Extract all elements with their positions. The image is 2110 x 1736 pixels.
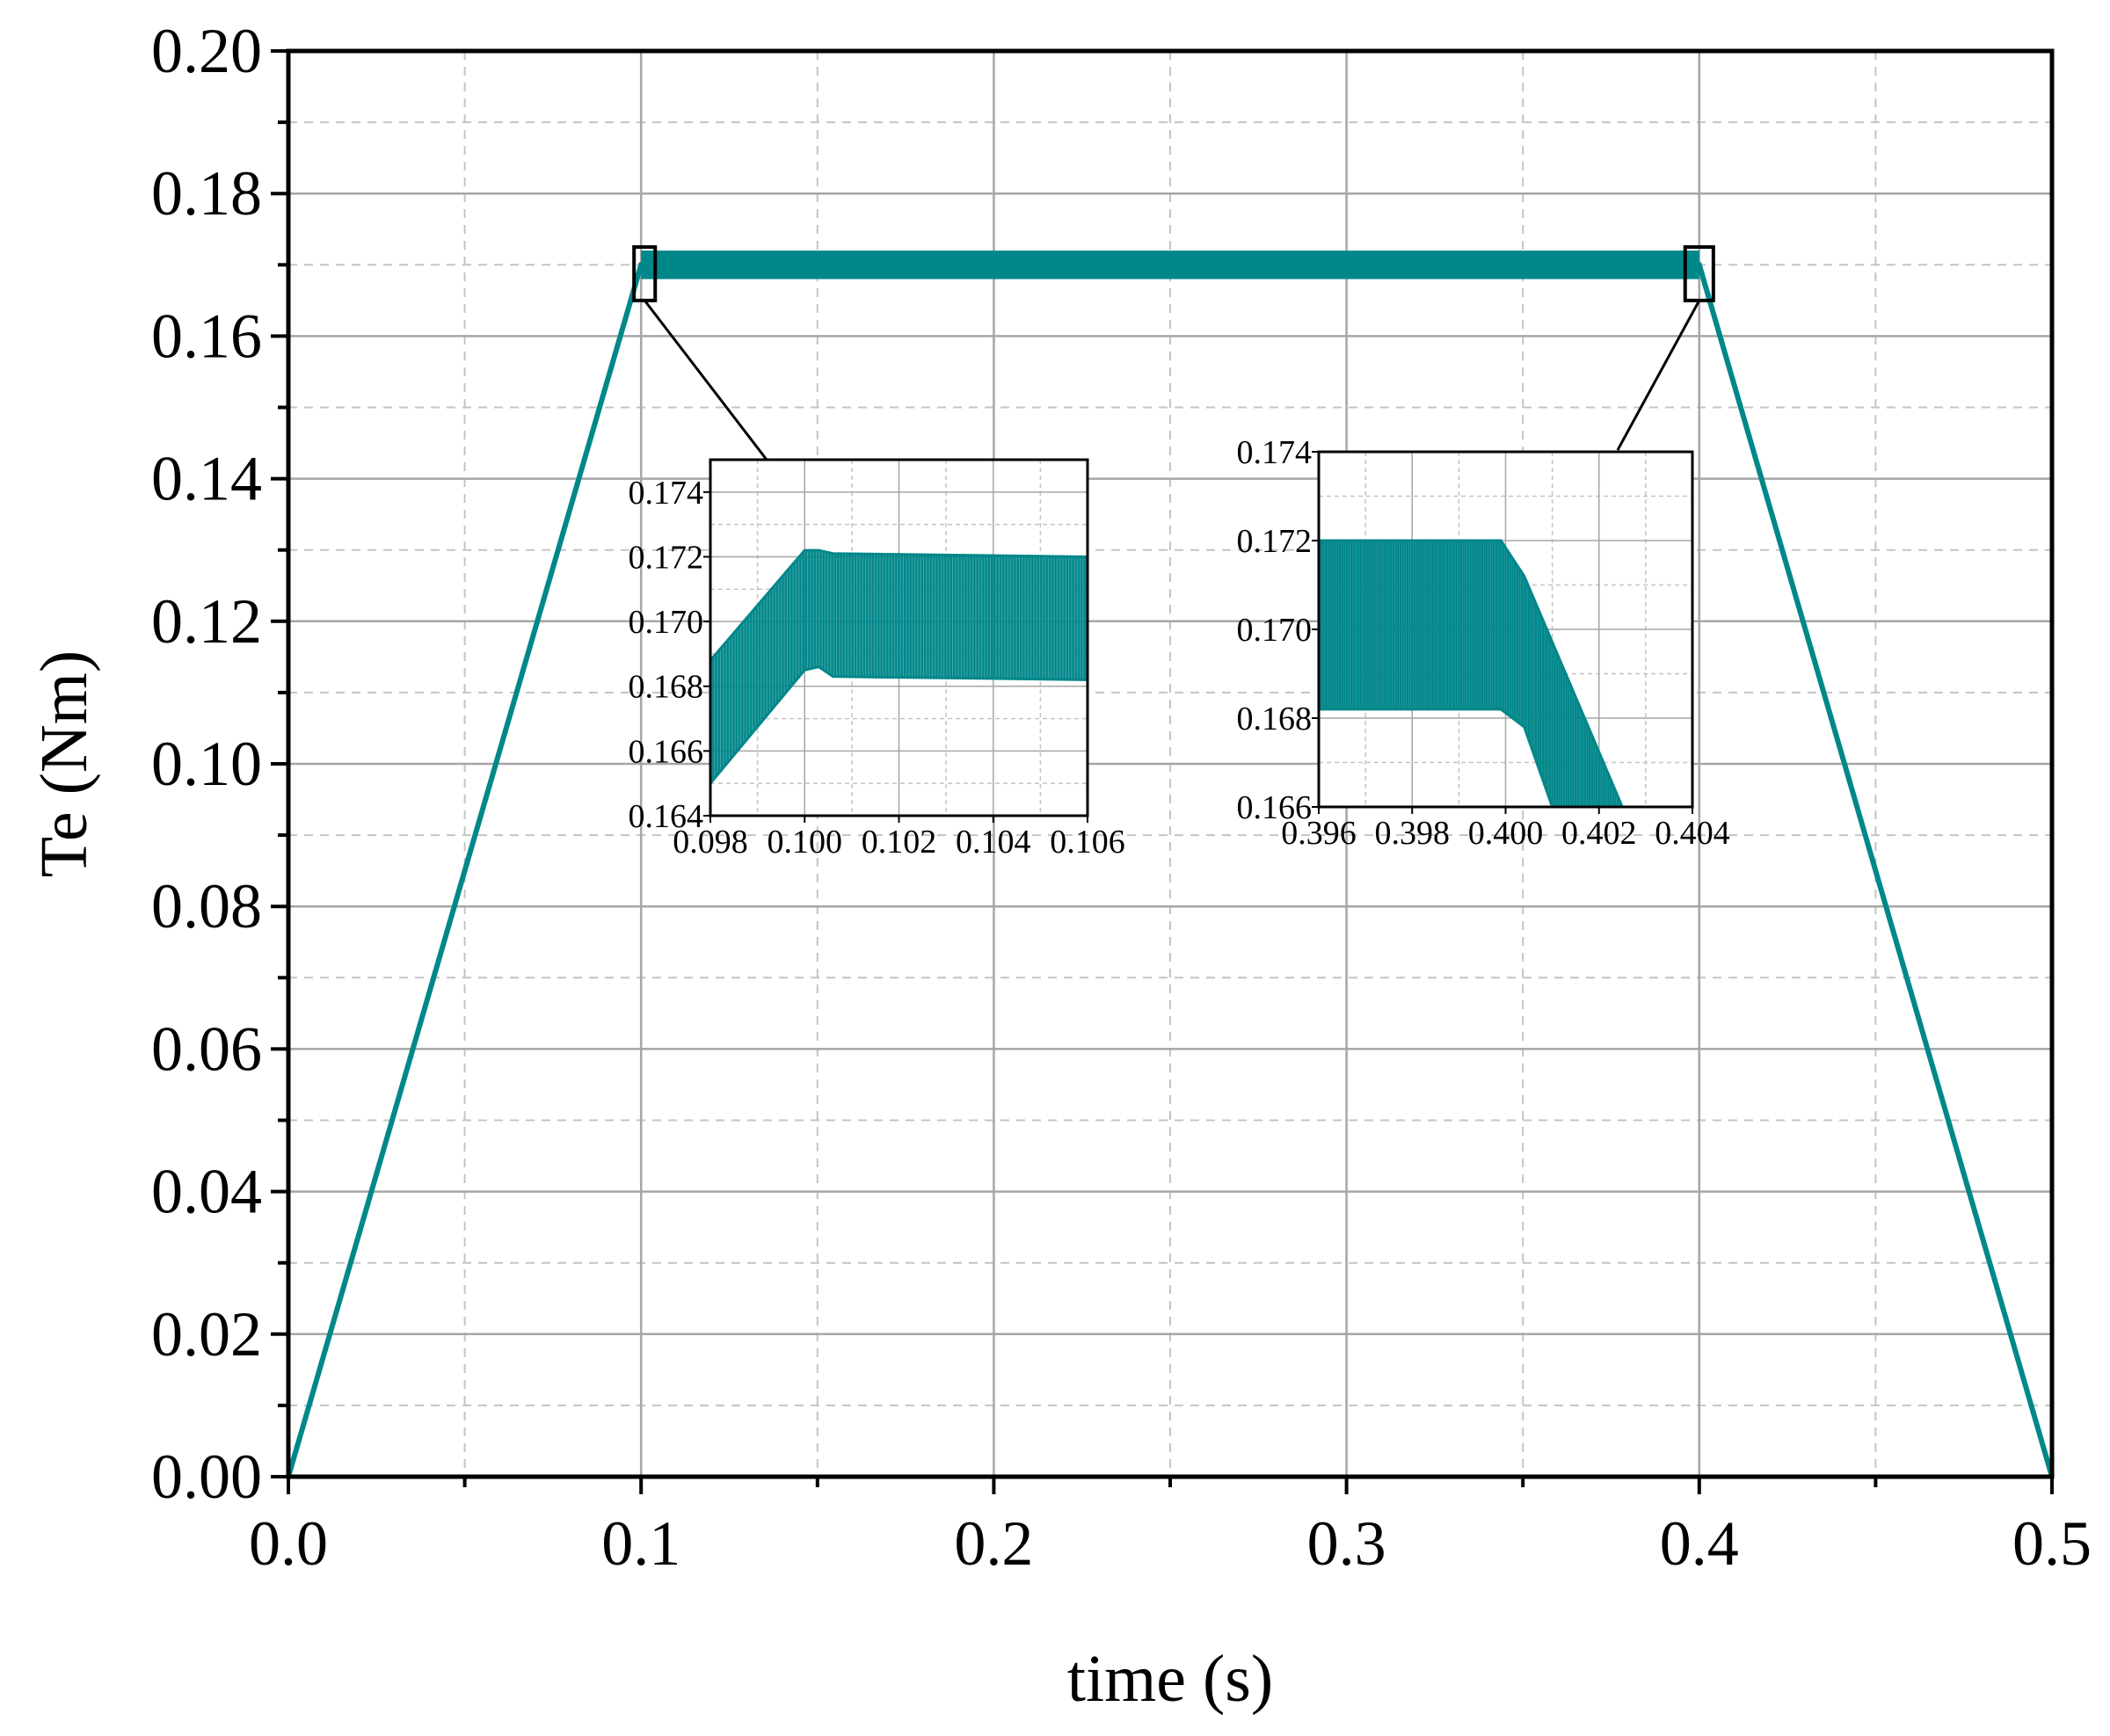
inset-2-oscillation-lines — [1319, 541, 1624, 807]
inset-1-y-tick-label: 0.170 — [629, 604, 704, 641]
inset-2-lower-envelope — [1319, 708, 1554, 807]
inset-2-x-tick-label: 0.400 — [1468, 815, 1544, 852]
inset-1-y-tick-label: 0.174 — [629, 475, 704, 512]
main-y-tick-label: 0.10 — [151, 729, 262, 799]
main-y-tick-label: 0.00 — [151, 1442, 262, 1512]
inset-1-x-tick-label: 0.098 — [673, 824, 748, 861]
inset-2-x-tick-label: 0.402 — [1561, 815, 1637, 852]
inset-1-x-tick-label: 0.102 — [862, 824, 937, 861]
main-y-tick-label: 0.06 — [151, 1013, 262, 1084]
inset-2-y-tick-label: 0.168 — [1237, 701, 1313, 737]
inset-1-y-tick-label: 0.166 — [629, 733, 704, 770]
inset-1-x-tick-label: 0.104 — [956, 824, 1031, 861]
inset-1-y-tick-label: 0.168 — [629, 669, 704, 706]
main-x-tick-label: 0.2 — [954, 1508, 1033, 1579]
main-y-tick-label: 0.16 — [151, 301, 262, 371]
inset-1-y-tick-label: 0.172 — [629, 539, 704, 576]
main-y-tick-label: 0.20 — [151, 16, 262, 86]
inset-2-y-tick-label: 0.166 — [1237, 789, 1313, 826]
main-y-tick-label: 0.08 — [151, 871, 262, 941]
main-plot: 0.0 0.1 0.2 0.3 0.4 0.5 0.00 0.02 0.04 0.06 0.08 0.… — [27, 16, 2092, 1716]
inset-1-lower-envelope — [710, 665, 1088, 785]
main-x-tick-label: 0.3 — [1307, 1508, 1386, 1579]
inset-2-x-tick-label: 0.398 — [1375, 815, 1451, 852]
inset-1-oscillation-lines — [710, 550, 1088, 784]
zoom-connector-line — [1616, 300, 1701, 451]
main-y-tick-label: 0.02 — [151, 1299, 262, 1369]
main-x-tick-label: 0.4 — [1660, 1508, 1739, 1579]
inset-2-y-tick-label: 0.174 — [1237, 434, 1313, 471]
inset-1-upper-envelope — [710, 548, 1088, 662]
main-y-tick-label: 0.12 — [151, 586, 262, 657]
inset-1-series-group — [710, 548, 1088, 785]
y-axis-title: Te (Nm) — [27, 650, 101, 877]
inset-1-plot: 0.098 0.100 0.102 0.104 0.106 0.164 0.166 0.168… — [629, 458, 1125, 861]
inset-2-x-tick-label: 0.404 — [1655, 815, 1730, 852]
main-x-tick-label: 0.1 — [601, 1508, 680, 1579]
main-series-te-ripple-band — [641, 251, 1699, 280]
main-ticks: 0.0 0.1 0.2 0.3 0.4 0.5 0.00 0.02 0.04 0.06 0.08 0.… — [151, 16, 2092, 1579]
inset-2-upper-envelope — [1319, 539, 1624, 807]
inset-1-x-tick-label: 0.100 — [768, 824, 843, 861]
main-x-tick-label: 0.0 — [249, 1508, 328, 1579]
inset-2-x-tick-label: 0.396 — [1281, 815, 1357, 852]
inset-1-y-tick-label: 0.164 — [629, 798, 704, 835]
inset-2-series-group — [1319, 539, 1624, 807]
zoom-connector-line — [644, 299, 768, 461]
x-axis-title: time (s) — [1067, 1642, 1273, 1716]
inset-2-y-tick-label: 0.172 — [1237, 523, 1313, 560]
main-x-tick-label: 0.5 — [2012, 1508, 2092, 1579]
main-y-tick-label: 0.14 — [151, 444, 262, 514]
inset-2-plot: 0.396 0.398 0.400 0.402 0.404 0.166 0.168 0.170… — [1237, 434, 1730, 852]
main-y-tick-label: 0.04 — [151, 1157, 262, 1227]
inset-1-x-tick-label: 0.106 — [1050, 824, 1125, 861]
main-y-tick-label: 0.18 — [151, 158, 262, 229]
inset-2-y-tick-label: 0.170 — [1237, 612, 1313, 649]
